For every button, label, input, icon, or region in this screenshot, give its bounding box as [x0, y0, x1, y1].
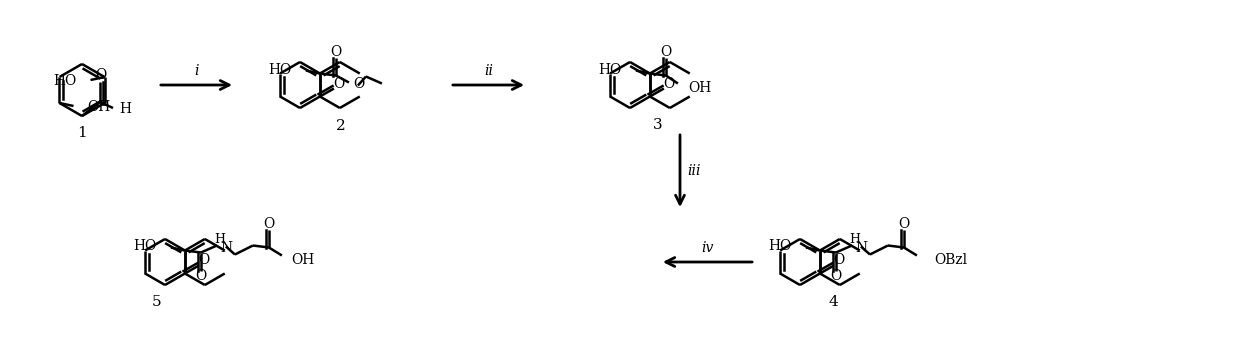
- Text: OH: OH: [688, 80, 712, 95]
- Text: O: O: [198, 253, 210, 267]
- Text: HO: HO: [769, 240, 792, 253]
- Text: OH: OH: [88, 100, 110, 114]
- Text: HO: HO: [599, 62, 622, 76]
- Text: O: O: [195, 270, 207, 283]
- Text: O: O: [833, 253, 844, 267]
- Text: O: O: [831, 270, 842, 283]
- Text: N: N: [854, 241, 867, 255]
- Text: N: N: [219, 241, 232, 255]
- Text: O: O: [898, 216, 910, 231]
- Text: 5: 5: [153, 295, 161, 309]
- Text: H: H: [119, 102, 131, 116]
- Text: HO: HO: [269, 62, 291, 76]
- Text: iv: iv: [702, 241, 714, 255]
- Text: 3: 3: [653, 118, 663, 132]
- Text: H: H: [215, 233, 226, 246]
- Text: 1: 1: [77, 126, 87, 140]
- Text: OH: OH: [291, 252, 314, 266]
- Text: O: O: [95, 68, 107, 82]
- Text: O: O: [353, 77, 365, 91]
- Text: O: O: [660, 45, 672, 59]
- Text: iii: iii: [687, 164, 701, 178]
- Text: ii: ii: [484, 64, 494, 78]
- Text: OBzl: OBzl: [934, 252, 967, 266]
- Text: HO: HO: [53, 74, 77, 88]
- Text: i: i: [195, 64, 198, 78]
- Text: 4: 4: [828, 295, 838, 309]
- Text: HO: HO: [134, 240, 157, 253]
- Text: O: O: [334, 76, 345, 91]
- Text: 2: 2: [336, 119, 346, 133]
- Text: O: O: [663, 76, 675, 91]
- Text: O: O: [263, 216, 274, 231]
- Text: O: O: [330, 45, 341, 59]
- Text: H: H: [849, 233, 861, 246]
